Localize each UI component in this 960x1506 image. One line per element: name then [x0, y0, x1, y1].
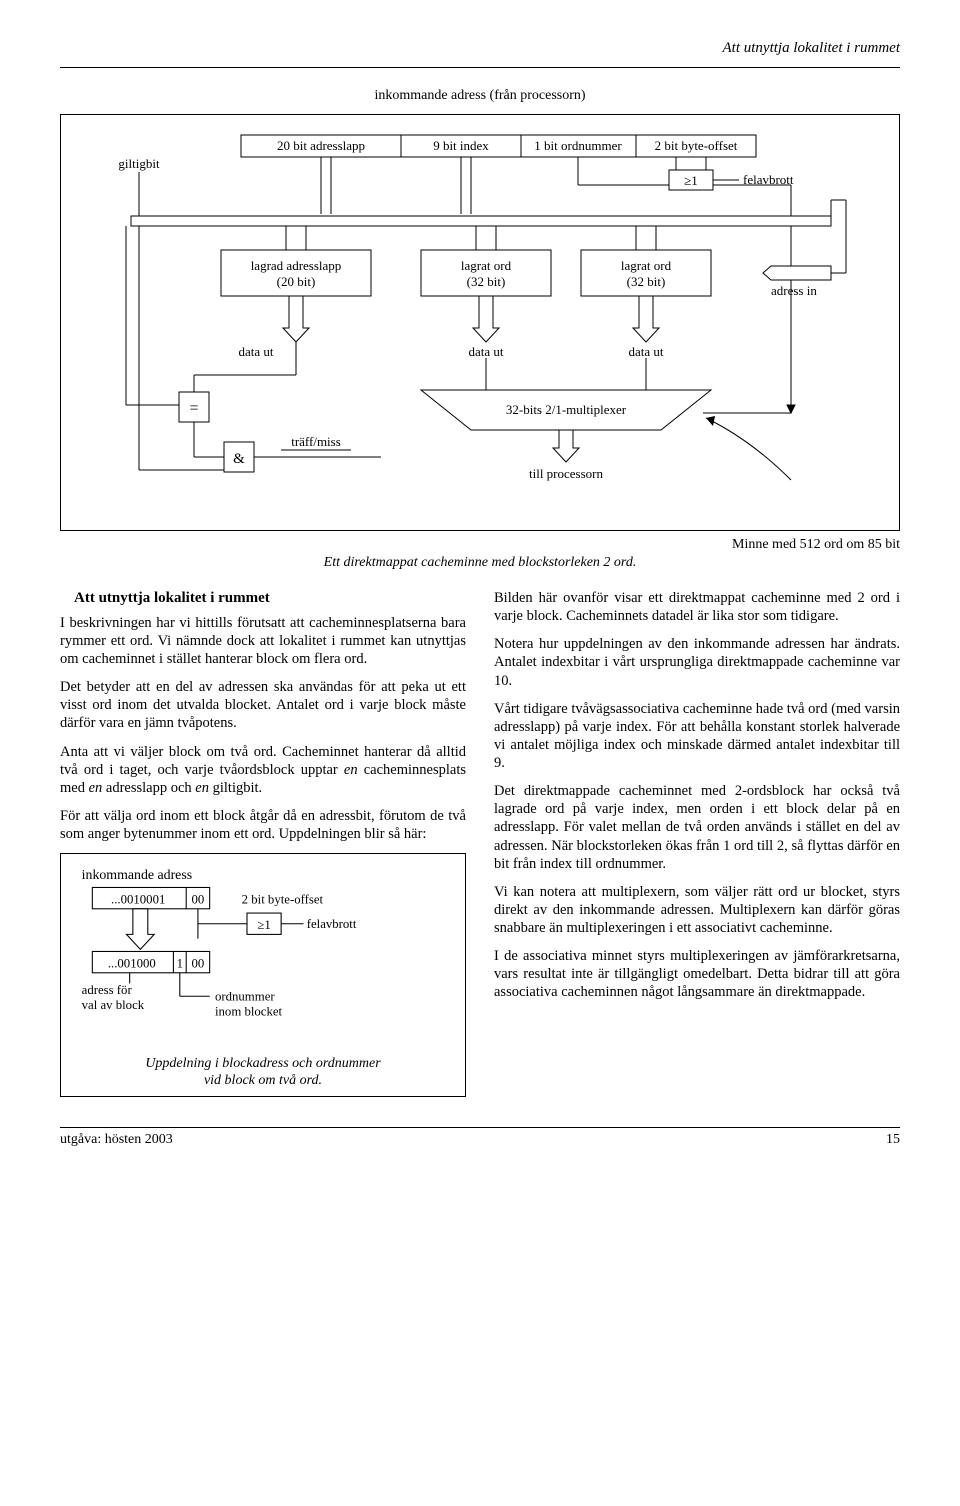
- eq-symbol: =: [189, 400, 198, 417]
- body-columns: Att utnyttja lokalitet i rummet I beskri…: [60, 589, 900, 1097]
- para: Vi kan notera att multiplexern, som välj…: [494, 883, 900, 937]
- para: Notera hur uppdelningen av den inkommand…: [494, 635, 900, 689]
- inset-adress-for: adress för: [82, 983, 133, 997]
- inset-inom-blocket: inom blocket: [215, 1005, 283, 1019]
- inset-addr2b: 1: [177, 957, 183, 971]
- memory-label: Minne med 512 ord om 85 bit: [60, 537, 900, 553]
- inset-caption: Uppdelning i blockadress och ordnummer v…: [71, 1056, 455, 1090]
- page-footer: utgåva: hösten 2003 15: [60, 1127, 900, 1148]
- inset-byte-offset: 2 bit byte-offset: [242, 893, 324, 907]
- field-ordnummer: 1 bit ordnummer: [534, 138, 622, 153]
- field-adresslapp: 20 bit adresslapp: [277, 138, 365, 153]
- bottom-rule: [60, 1127, 900, 1128]
- section-heading: Att utnyttja lokalitet i rummet: [60, 589, 466, 608]
- mux-label: 32-bits 2/1-multiplexer: [506, 402, 627, 417]
- inset-addr1b: 00: [192, 893, 205, 907]
- left-column: Att utnyttja lokalitet i rummet I beskri…: [60, 589, 466, 1097]
- inset-addr2c: 00: [192, 957, 205, 971]
- figure-caption: Ett direktmappat cacheminne med blocksto…: [60, 555, 900, 571]
- para: I de associativa minnet styrs multiplexe…: [494, 947, 900, 1001]
- data-ut-3: data ut: [628, 344, 663, 359]
- lagrad-adresslapp-bits: (20 bit): [277, 274, 316, 289]
- lagrad-adresslapp: lagrad adresslapp: [251, 258, 342, 273]
- inset-svg: inkommande adress ...0010001 00 2 bit by…: [71, 864, 455, 1045]
- figure-title: inkommande adress (från processorn): [60, 88, 900, 104]
- para: Det betyder att en del av adressen ska a…: [60, 678, 466, 732]
- inset-addr1a: ...0010001: [111, 893, 165, 907]
- or-gate: ≥1: [684, 173, 698, 188]
- para: För att välja ord inom ett block åtgår d…: [60, 807, 466, 843]
- page-number: 15: [886, 1132, 900, 1148]
- adress-in: adress in: [771, 283, 817, 298]
- inset-addr2a: ...001000: [108, 957, 156, 971]
- para: Bilden här ovanför visar ett direktmappa…: [494, 589, 900, 625]
- felavbrott-label: felavbrott: [743, 172, 794, 187]
- running-header: Att utnyttja lokalitet i rummet: [60, 40, 900, 57]
- lagrat-ord-1-bits: (32 bit): [467, 274, 506, 289]
- data-ut-1: data ut: [238, 344, 273, 359]
- inset-inkommande: inkommande adress: [82, 867, 192, 882]
- traff-miss: träff/miss: [291, 434, 341, 449]
- lagrat-ord-2: lagrat ord: [621, 258, 672, 273]
- top-rule: [60, 67, 900, 68]
- field-index: 9 bit index: [433, 138, 489, 153]
- inset-felavbrott: felavbrott: [307, 917, 357, 931]
- edition-label: utgåva: hösten 2003: [60, 1132, 173, 1148]
- inset-or: ≥1: [257, 918, 270, 932]
- inset-ordnummer: ordnummer: [215, 990, 275, 1004]
- and-symbol: &: [233, 451, 245, 467]
- para: Vårt tidigare tvåvägsassociativa cachemi…: [494, 700, 900, 773]
- para: I beskrivningen har vi hittills förutsat…: [60, 614, 466, 668]
- para: Anta att vi väljer block om två ord. Cac…: [60, 743, 466, 797]
- inset-val-av-block: val av block: [82, 998, 145, 1012]
- lagrat-ord-2-bits: (32 bit): [627, 274, 666, 289]
- till-processorn: till processorn: [529, 466, 604, 481]
- main-diagram: 20 bit adresslapp 9 bit index 1 bit ordn…: [60, 114, 900, 531]
- para: Det direktmappade cacheminnet med 2-ords…: [494, 782, 900, 873]
- lagrat-ord-1: lagrat ord: [461, 258, 512, 273]
- field-byte-offset: 2 bit byte-offset: [655, 138, 738, 153]
- giltigbit-label: giltigbit: [118, 156, 160, 171]
- data-ut-2: data ut: [468, 344, 503, 359]
- right-column: Bilden här ovanför visar ett direktmappa…: [494, 589, 900, 1097]
- cache-diagram-svg: 20 bit adresslapp 9 bit index 1 bit ordn…: [71, 130, 871, 510]
- inset-diagram: inkommande adress ...0010001 00 2 bit by…: [60, 853, 466, 1097]
